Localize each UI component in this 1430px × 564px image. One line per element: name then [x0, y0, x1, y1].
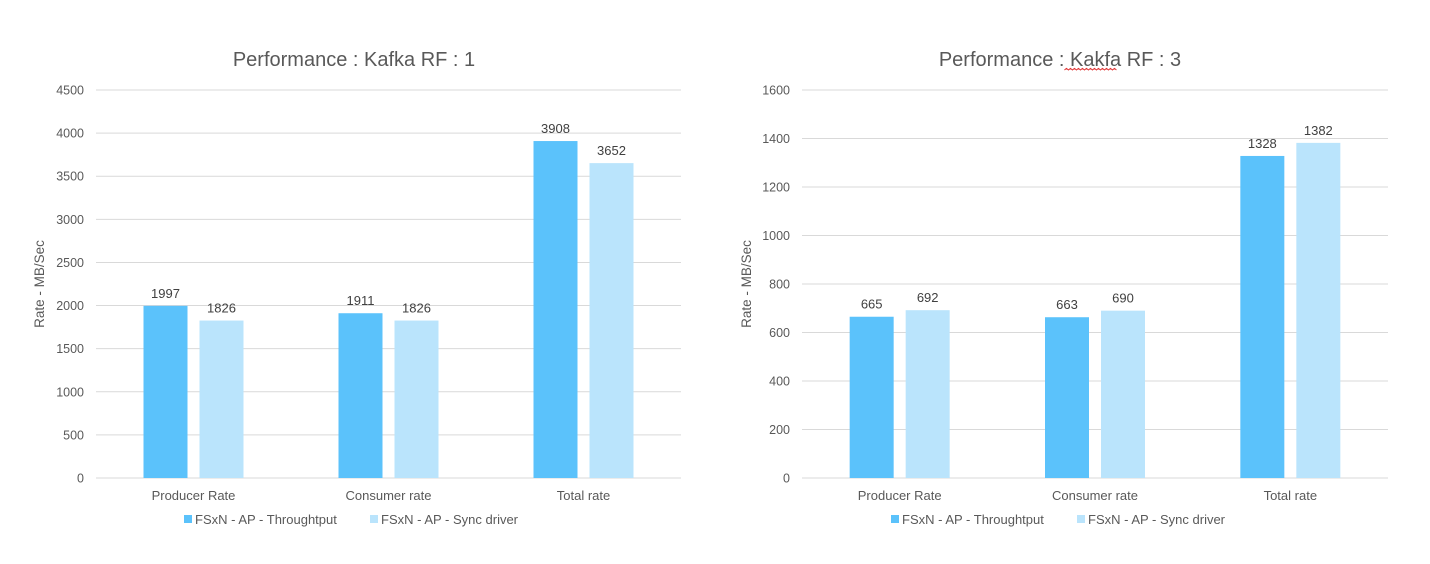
y-axis-label: Rate - MB/Sec: [739, 240, 754, 328]
legend-swatch: [184, 515, 192, 523]
data-label: 1911: [347, 293, 375, 308]
bar: [1045, 317, 1089, 478]
bar: [533, 141, 578, 478]
y-tick-label: 1000: [56, 385, 84, 399]
data-label: 665: [861, 297, 883, 312]
data-label: 1826: [207, 301, 236, 316]
y-tick-label: 1000: [762, 229, 790, 243]
bar: [905, 310, 950, 478]
y-tick-label: 600: [769, 326, 790, 340]
x-category-label: Total rate: [1264, 488, 1317, 503]
chart-title: Performance : Kafka RF : 1: [233, 49, 475, 71]
chart-title: Performance : Kakfa RF : 3: [939, 49, 1181, 71]
legend-swatch: [370, 515, 378, 523]
x-category-label: Producer Rate: [152, 488, 236, 503]
y-tick-label: 1200: [762, 181, 790, 195]
y-axis-label: Rate - MB/Sec: [32, 240, 47, 328]
data-label: 690: [1112, 291, 1134, 306]
legend-label: FSxN - AP - Throughtput: [195, 512, 337, 527]
y-tick-label: 3000: [56, 213, 84, 227]
bar: [1296, 142, 1341, 479]
chart-2: Performance : Kakfa RF : 3 0 200 400 600 800 1…: [739, 49, 1388, 527]
bar: [589, 163, 634, 478]
bar: [199, 320, 244, 478]
x-category-label: Consumer rate: [346, 488, 432, 503]
x-category-label: Consumer rate: [1052, 488, 1138, 503]
y-tick-label: 800: [769, 278, 790, 292]
y-tick-label: 1500: [56, 342, 84, 356]
bar: [1240, 155, 1285, 478]
legend-label: FSxN - AP - Sync driver: [381, 512, 519, 527]
y-tick-label: 2000: [56, 299, 84, 313]
y-tick-label: 1600: [762, 84, 790, 98]
legend-label: FSxN - AP - Sync driver: [1088, 512, 1226, 527]
legend-swatch: [891, 515, 899, 523]
y-tick-label: 400: [769, 375, 790, 389]
bar: [338, 313, 383, 478]
y-tick-label: 2500: [56, 256, 84, 270]
bar: [849, 316, 894, 478]
y-tick-label: 500: [63, 428, 84, 442]
data-label: 1382: [1304, 123, 1333, 138]
y-tick-label: 1400: [762, 132, 790, 146]
data-label: 3908: [541, 121, 570, 136]
y-tick-label: 4500: [56, 84, 84, 98]
y-tick-label: 0: [77, 472, 84, 486]
y-tick-label: 200: [769, 423, 790, 437]
legend-label: FSxN - AP - Throughtput: [902, 512, 1044, 527]
data-label: 1997: [151, 286, 180, 301]
data-label: 1328: [1248, 136, 1277, 151]
data-label: 692: [917, 290, 939, 305]
x-category-label: Producer Rate: [858, 488, 942, 503]
data-label: 1826: [402, 301, 431, 316]
spellcheck-squiggle: [1064, 67, 1117, 71]
chart-1: Performance : Kafka RF : 1 0 500 1000 1500 20…: [32, 49, 681, 527]
bar: [394, 320, 439, 478]
y-tick-label: 0: [783, 472, 790, 486]
y-tick-label: 3500: [56, 170, 84, 184]
data-label: 3652: [597, 143, 626, 158]
legend-swatch: [1077, 515, 1085, 523]
x-category-label: Total rate: [557, 488, 610, 503]
bar: [143, 305, 188, 478]
bar: [1101, 310, 1145, 478]
y-tick-label: 4000: [56, 127, 84, 141]
data-label: 663: [1056, 297, 1078, 312]
